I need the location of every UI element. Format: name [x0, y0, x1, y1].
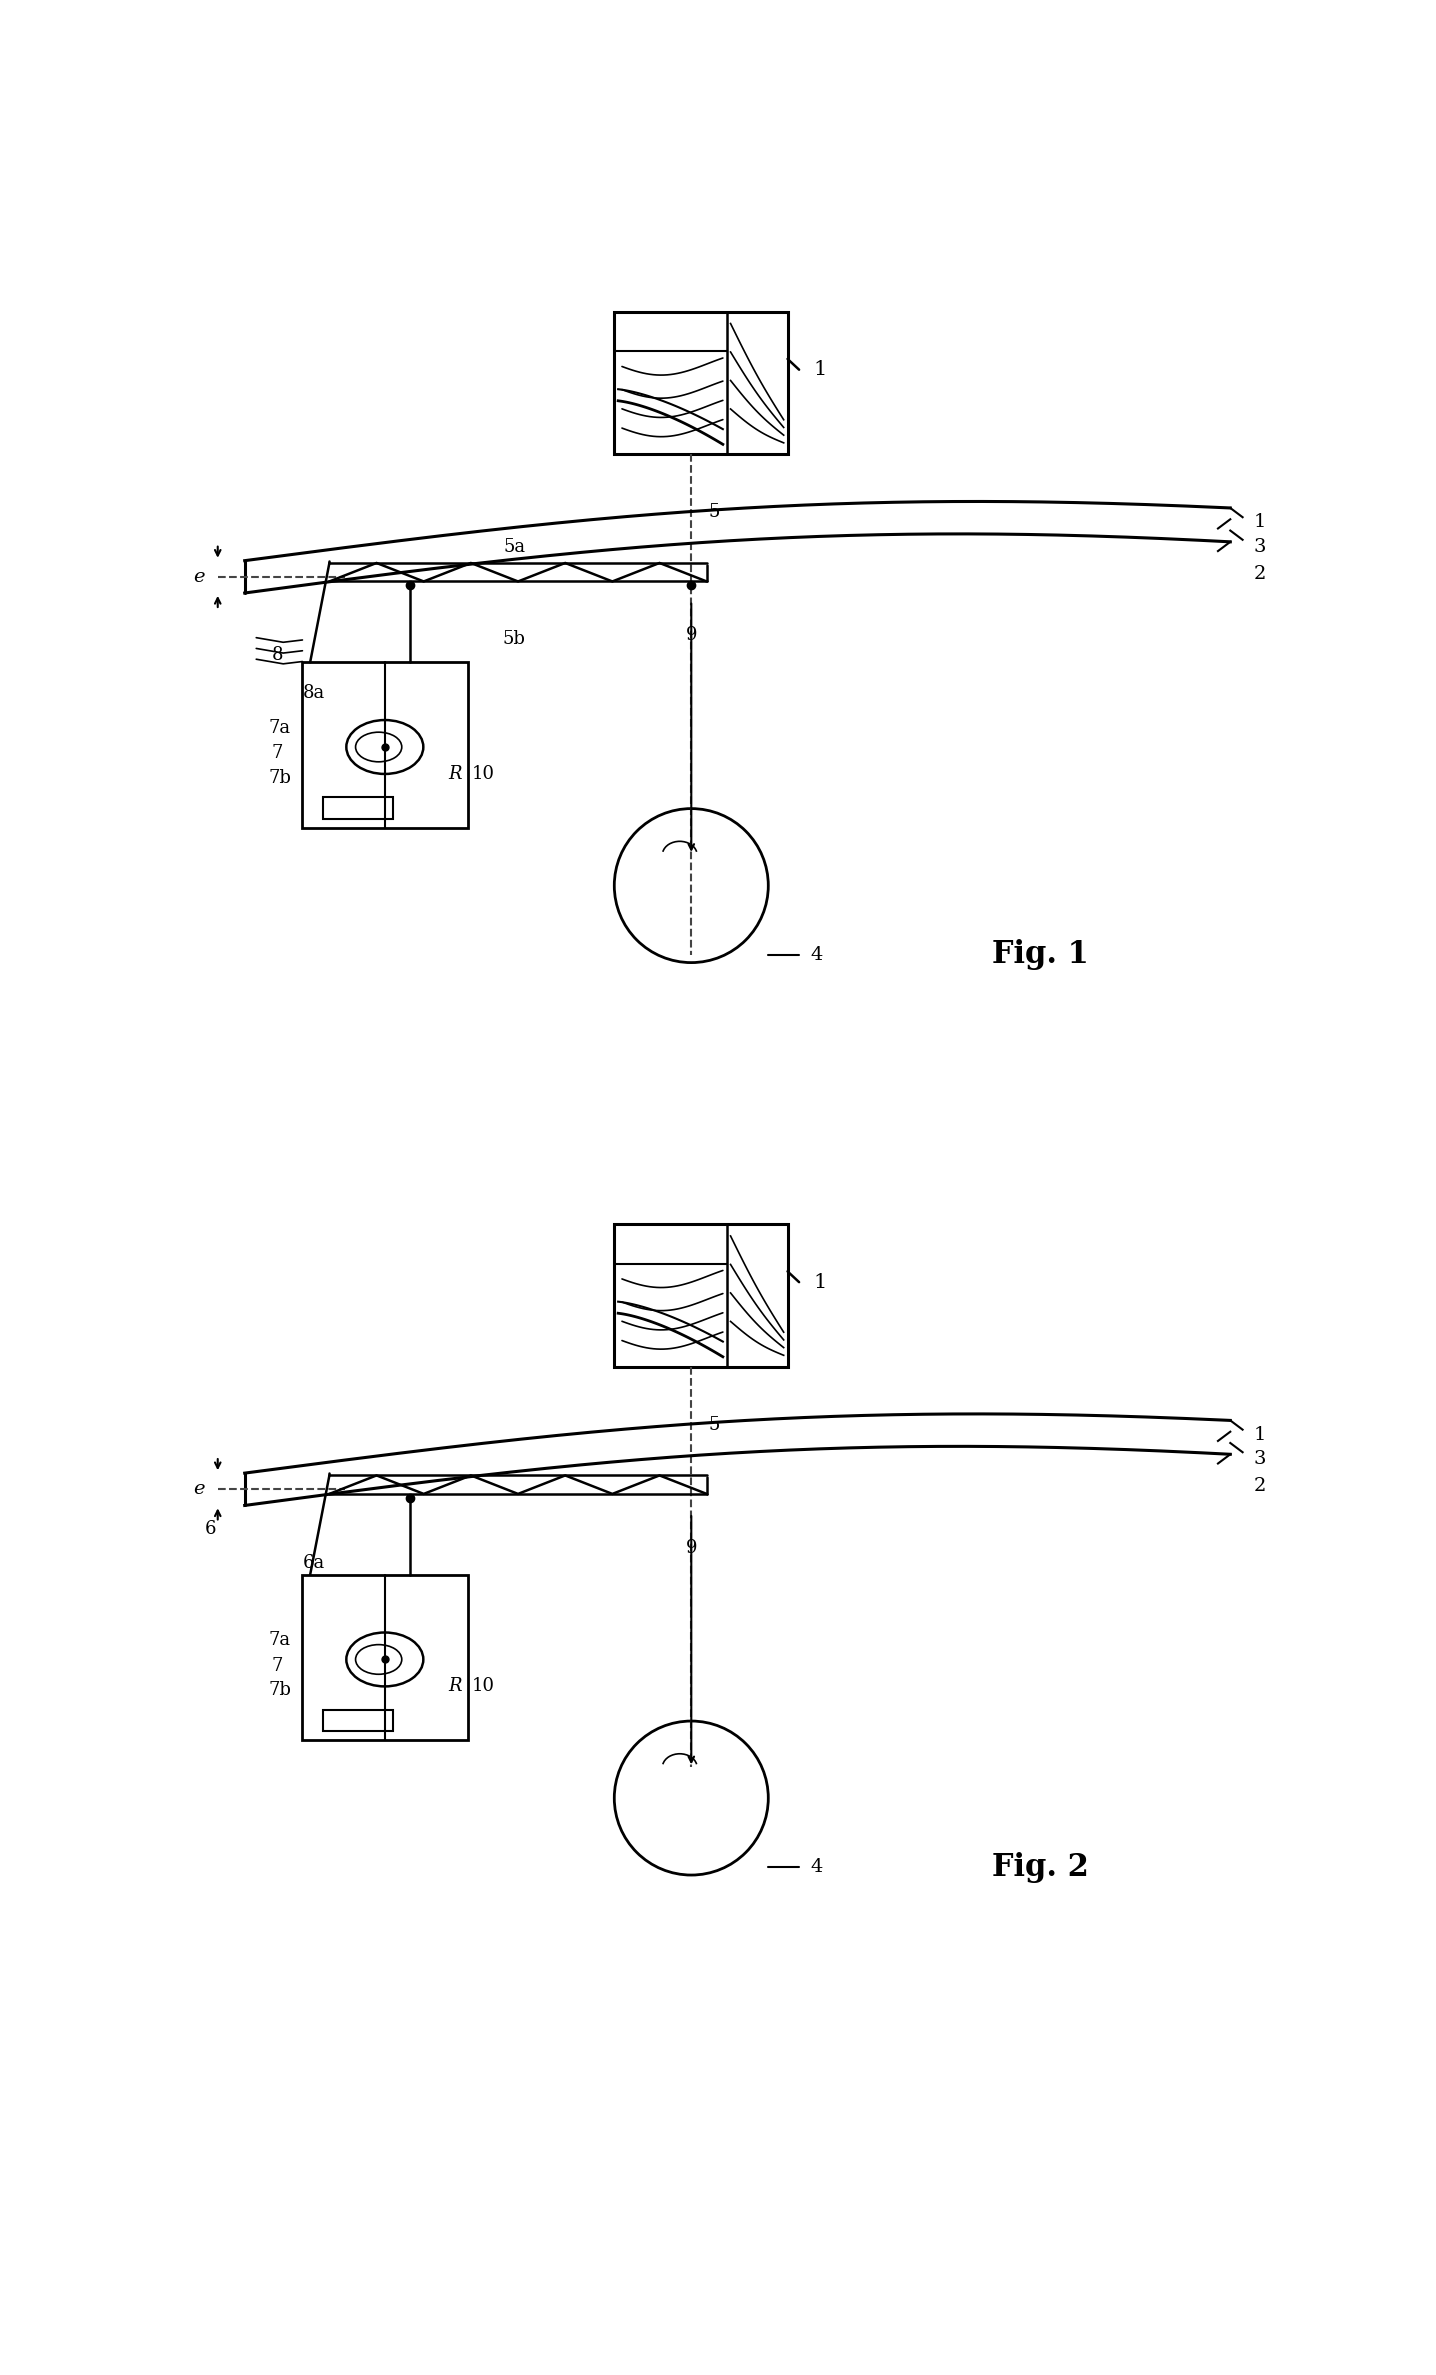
Text: 1: 1	[813, 361, 826, 380]
Text: 4: 4	[811, 1857, 823, 1876]
Text: 4: 4	[811, 945, 823, 964]
Text: Fig. 2: Fig. 2	[992, 1852, 1088, 1883]
Ellipse shape	[356, 732, 402, 762]
Text: 9: 9	[685, 627, 696, 644]
Text: Fig. 1: Fig. 1	[992, 940, 1088, 971]
Text: 7a: 7a	[269, 1632, 292, 1648]
Text: 9: 9	[685, 1539, 696, 1556]
Bar	[615, 1226, 787, 1368]
Text: e: e	[194, 568, 205, 587]
Text: 3: 3	[1254, 1451, 1267, 1468]
Bar	[323, 1710, 392, 1731]
Text: 5b: 5b	[503, 629, 526, 648]
Bar	[303, 663, 468, 829]
Bar	[323, 798, 392, 819]
Text: 8a: 8a	[303, 684, 325, 703]
Text: 2: 2	[1254, 1477, 1265, 1496]
Ellipse shape	[346, 720, 424, 774]
Text: 7b: 7b	[269, 1682, 292, 1698]
Text: 6: 6	[205, 1520, 217, 1537]
Text: 1: 1	[813, 1273, 826, 1292]
Bar	[615, 311, 787, 454]
Text: 6a: 6a	[303, 1553, 325, 1572]
Text: R: R	[448, 1677, 462, 1696]
Text: 10: 10	[472, 765, 495, 784]
Text: 7: 7	[271, 743, 283, 762]
Text: 5a: 5a	[503, 537, 526, 556]
Text: 10: 10	[472, 1677, 495, 1696]
Bar	[303, 1575, 468, 1741]
Text: R: R	[448, 765, 462, 784]
Ellipse shape	[356, 1643, 402, 1674]
Text: 1: 1	[1254, 513, 1265, 532]
Text: 3: 3	[1254, 537, 1267, 556]
Circle shape	[615, 808, 768, 962]
Ellipse shape	[346, 1632, 424, 1686]
Text: 5: 5	[709, 504, 719, 520]
Text: 7a: 7a	[269, 720, 292, 736]
Circle shape	[615, 1722, 768, 1874]
Text: 7b: 7b	[269, 770, 292, 786]
Text: 5: 5	[709, 1416, 719, 1434]
Text: 8: 8	[271, 646, 283, 663]
Text: 7: 7	[271, 1658, 283, 1674]
Text: 2: 2	[1254, 565, 1265, 582]
Text: 1: 1	[1254, 1425, 1265, 1444]
Text: e: e	[194, 1480, 205, 1499]
